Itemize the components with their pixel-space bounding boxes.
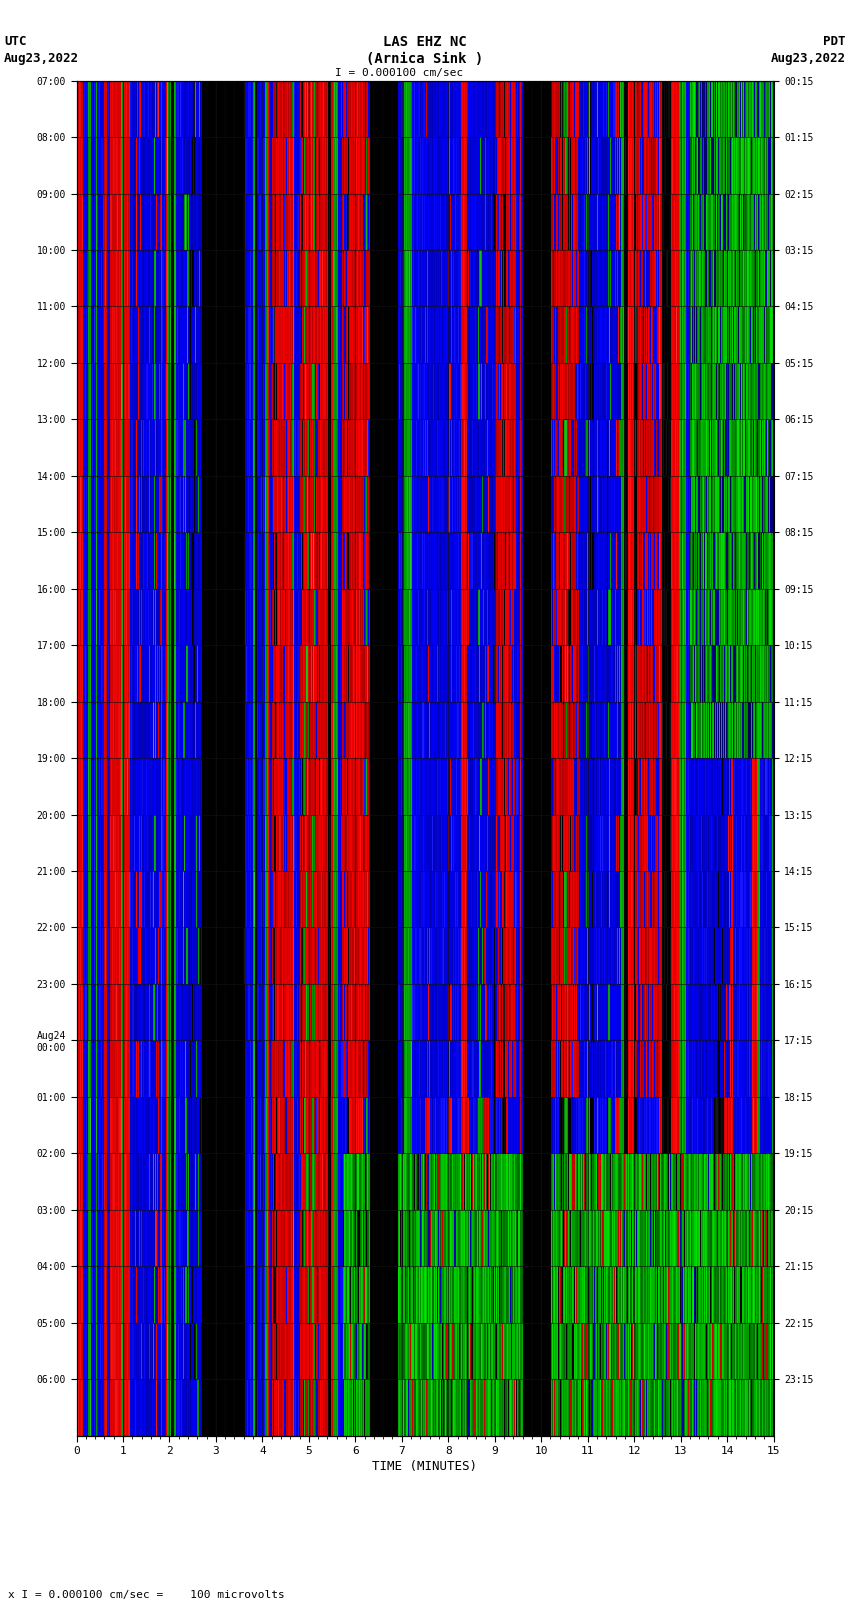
Text: (Arnica Sink ): (Arnica Sink ): [366, 52, 484, 66]
Text: I = 0.000100 cm/sec: I = 0.000100 cm/sec: [336, 68, 463, 77]
Text: Aug23,2022: Aug23,2022: [771, 52, 846, 65]
Text: PDT: PDT: [824, 35, 846, 48]
Text: x I = 0.000100 cm/sec =    100 microvolts: x I = 0.000100 cm/sec = 100 microvolts: [8, 1590, 286, 1600]
X-axis label: TIME (MINUTES): TIME (MINUTES): [372, 1460, 478, 1473]
Text: Aug23,2022: Aug23,2022: [4, 52, 79, 65]
Text: UTC: UTC: [4, 35, 26, 48]
Text: LAS EHZ NC: LAS EHZ NC: [383, 35, 467, 50]
